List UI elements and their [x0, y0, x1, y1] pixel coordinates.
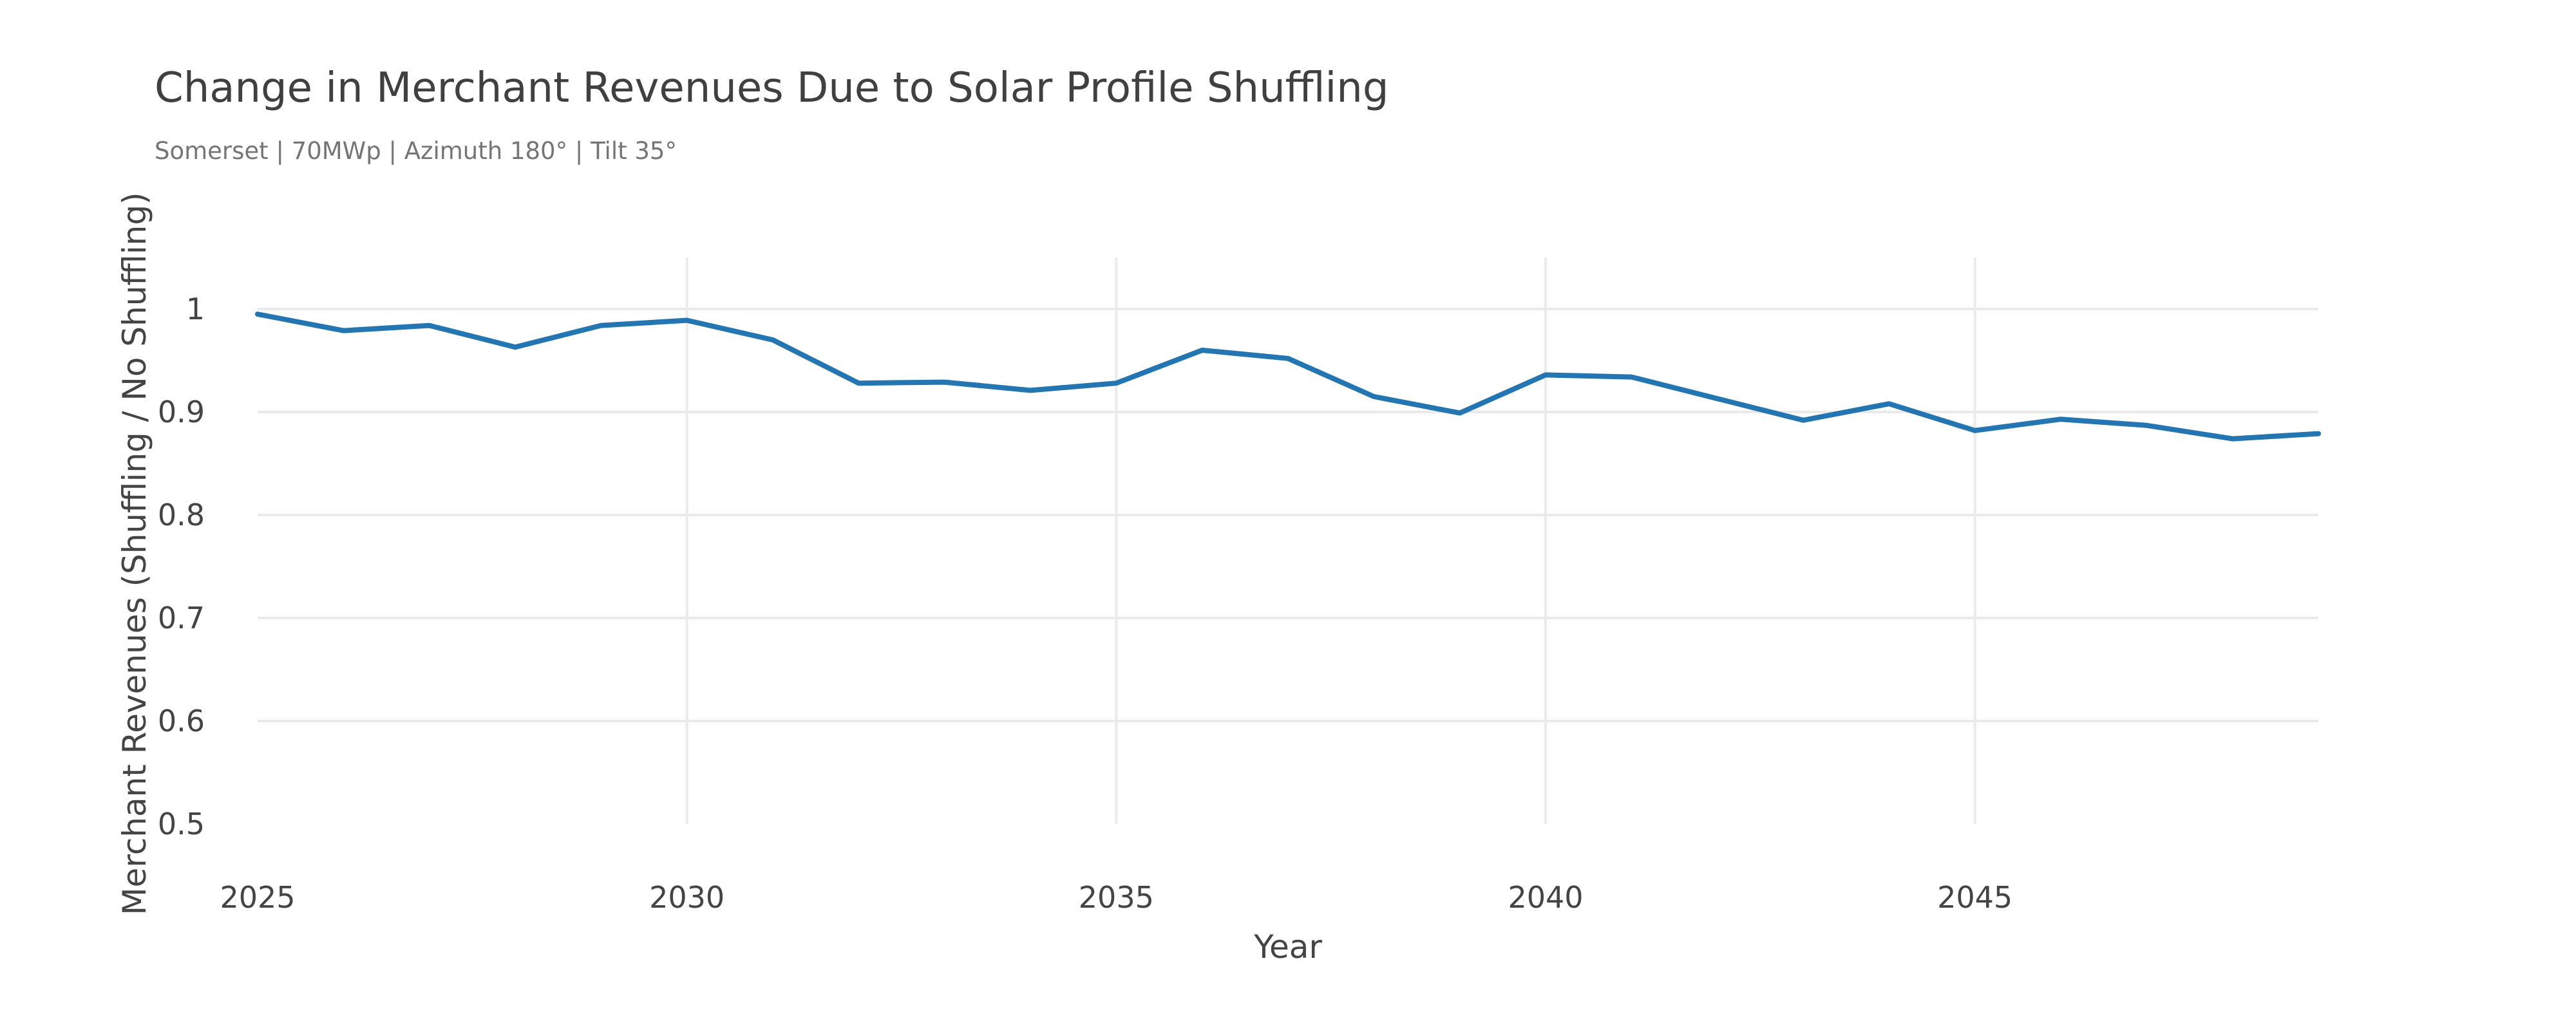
series-line [255, 312, 2321, 442]
chart-subtitle: Somerset | 70MWp | Azimuth 180° | Tilt 3… [155, 137, 677, 165]
x-tick-label: 2045 [1937, 880, 2012, 915]
series-layer [251, 308, 2325, 445]
data-point [681, 314, 694, 327]
data-point [766, 333, 779, 346]
gridlines [258, 258, 2318, 824]
data-point [1625, 371, 1638, 384]
y-tick-label: 0.5 [158, 807, 205, 841]
y-tick-label: 1 [186, 292, 205, 326]
data-point [423, 319, 436, 332]
y-tick-label: 0.6 [158, 704, 205, 738]
data-point [1367, 390, 1380, 403]
data-point [1454, 407, 1466, 420]
y-tick-label: 0.9 [158, 395, 205, 429]
data-point [1282, 352, 1294, 365]
data-point [2312, 427, 2325, 440]
data-point [2226, 433, 2239, 445]
y-tick-label: 0.7 [158, 601, 205, 635]
data-point [509, 341, 522, 353]
data-point [337, 324, 350, 337]
data-point [1969, 424, 1982, 437]
data-point [594, 319, 607, 332]
x-axis-title: Year [1253, 928, 1322, 966]
data-point [1024, 384, 1037, 397]
data-point [1196, 344, 1209, 357]
x-tick-labels: 2025 2030 2035 2040 2045 [220, 880, 2012, 915]
data-point [1882, 397, 1895, 410]
x-tick-label: 2040 [1508, 880, 1583, 915]
data-point [1110, 377, 1122, 389]
data-point [1539, 368, 1552, 381]
data-point [2140, 419, 2153, 432]
data-point [852, 377, 865, 389]
y-tick-labels: 0.5 0.6 0.7 0.8 0.9 1 [158, 292, 205, 841]
data-point [1797, 414, 1810, 427]
x-tick-label: 2030 [649, 880, 724, 915]
y-axis-title: Merchant Revenues (Shuffling / No Shuffl… [116, 192, 153, 915]
x-tick-label: 2025 [220, 880, 295, 915]
data-point [1711, 392, 1724, 405]
data-point [938, 376, 951, 389]
y-tick-label: 0.8 [158, 498, 205, 532]
chart-title: Change in Merchant Revenues Due to Solar… [155, 64, 1388, 112]
data-point [251, 308, 264, 321]
data-point [2054, 413, 2067, 426]
x-tick-label: 2035 [1079, 880, 1154, 915]
